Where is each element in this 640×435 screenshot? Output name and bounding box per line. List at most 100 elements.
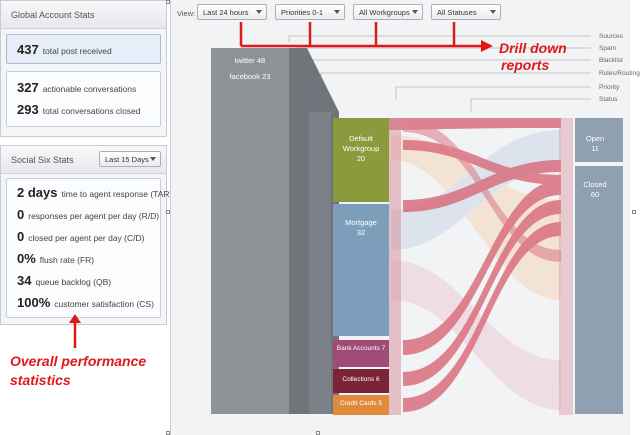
workgroup-node-default: [333, 118, 389, 202]
social-stat-label: queue backlog (QB): [35, 277, 112, 287]
conversations-box: 327 actionable conversations 293 total c…: [6, 71, 161, 127]
status-flow: [403, 200, 561, 386]
workgroup-collections-label[interactable]: Collections 6: [342, 376, 380, 383]
workgroup-mortgage-count: 32: [356, 228, 366, 237]
social-stat-label: responses per agent per day (R/D): [28, 211, 160, 221]
up-arrow-annotation: [69, 314, 81, 348]
status-closed-count: 60: [590, 190, 600, 199]
overall-annotation-line1: Overall performance: [10, 353, 147, 369]
stage-line-status: [470, 98, 591, 112]
workgroup-filter-value: All Workgroups: [359, 8, 410, 17]
social-stat-value: 0: [17, 207, 25, 222]
social-stat-row: 0 closed per agent per day (C/D): [17, 229, 144, 244]
chevron-down-icon: [490, 10, 496, 14]
status-node-open: [575, 118, 623, 162]
stage-label-priority: Priority: [599, 84, 620, 91]
workgroup-default-name: Default Workgroup: [342, 134, 380, 153]
workgroup-node-collections: [333, 369, 389, 393]
workgroup-node-bank-accounts: [333, 340, 389, 367]
closed-value: 293: [17, 102, 39, 117]
stage-line-rules: [320, 72, 591, 82]
overall-annotation-line2: statistics: [10, 372, 71, 388]
total-posts-label: total post received: [42, 46, 112, 56]
time-filter-dropdown[interactable]: Last 24 hours: [197, 4, 267, 20]
total-posts-box: 437 total post received: [6, 34, 161, 64]
source-twitter-label: twitter 48: [234, 56, 266, 65]
status-flow: [403, 222, 561, 412]
drill-down-line1: Drill down: [499, 40, 567, 56]
drill-down-annotation: Drill down reports: [499, 40, 567, 74]
drill-down-arrowhead: [481, 40, 493, 52]
social-period-dropdown[interactable]: Last 15 Days: [99, 151, 161, 167]
flow-diagram: [211, 22, 623, 415]
time-filter-value: Last 24 hours: [203, 8, 249, 17]
status-closed-name: Closed: [583, 180, 607, 189]
social-stat-label: flush rate (FR): [39, 255, 95, 265]
social-stat-value: 0%: [17, 251, 36, 266]
workgroup-filter-dropdown[interactable]: All Workgroups: [353, 4, 423, 20]
social-stat-row: 100% customer satisfaction (CS): [17, 295, 154, 310]
priority-filter-dropdown[interactable]: Priorities 0-1: [275, 4, 345, 20]
social-period-value: Last 15 Days: [105, 155, 149, 164]
social-six-stats-panel: Social Six Stats Last 15 Days 2 days tim…: [0, 145, 172, 325]
actionable-label: actionable conversations: [42, 84, 137, 94]
stage-line-sources: [288, 35, 591, 42]
social-stat-label: customer satisfaction (CS): [54, 299, 154, 309]
workgroup-node-credit-cards: [333, 395, 389, 415]
resize-handle[interactable]: [166, 0, 170, 4]
resize-handle[interactable]: [316, 431, 320, 435]
stage-label-rules: Rules/Routing: [599, 70, 640, 77]
workgroup-default-label[interactable]: Default Workgroup 20: [333, 134, 389, 164]
social-stat-value: 100%: [17, 295, 51, 310]
status-flow: [403, 180, 561, 355]
resize-handle[interactable]: [166, 431, 170, 435]
stage-label-blacklist: Blacklist: [599, 57, 623, 64]
status-filter-dropdown[interactable]: All Statuses: [431, 4, 501, 20]
workgroup-node-mortgage: [333, 204, 389, 336]
priority-column: [389, 118, 401, 415]
status-filter-value: All Statuses: [437, 8, 477, 17]
global-account-stats-title: Global Account Stats: [1, 1, 166, 29]
status-flow: [403, 120, 561, 262]
social-stats-box: 2 days time to agent response (TAR) 0 re…: [6, 178, 172, 318]
chevron-down-icon: [334, 10, 340, 14]
social-stat-label: time to agent response (TAR): [61, 189, 173, 199]
social-stat-value: 34: [17, 273, 32, 288]
filter-column: [309, 112, 331, 414]
workgroup-default-count: 20: [356, 154, 366, 163]
resize-handle[interactable]: [166, 210, 170, 214]
workgroup-mortgage-label[interactable]: Mortgage 32: [333, 218, 389, 238]
status-flow: [403, 118, 561, 130]
total-posts-value: 437: [17, 42, 39, 57]
closed-label: total conversations closed: [42, 106, 141, 116]
social-stat-row: 34 queue backlog (QB): [17, 273, 111, 288]
overall-performance-annotation: Overall performance statistics: [10, 352, 146, 390]
flow-report-area: View: Last 24 hours Priorities 0-1 All W…: [170, 0, 640, 435]
social-stat-row: 0 responses per agent per day (R/D): [17, 207, 159, 222]
workgroup-mortgage-name: Mortgage: [345, 218, 377, 227]
workgroup-credit-cards-label[interactable]: Credit Cards 5: [340, 400, 382, 407]
status-closed-label[interactable]: Closed 60: [575, 180, 615, 200]
chevron-down-icon: [256, 10, 262, 14]
chevron-down-icon: [412, 10, 418, 14]
priority-filter-value: Priorities 0-1: [281, 8, 324, 17]
stage-label-status: Status: [599, 96, 618, 103]
status-open-label[interactable]: Open 11: [575, 134, 615, 154]
actionable-stat: 327 actionable conversations: [17, 80, 136, 95]
status-node-closed: [575, 166, 623, 414]
total-posts-stat: 437 total post received: [17, 42, 112, 57]
stage-label-spam: Spam: [599, 45, 616, 52]
social-stat-row: 0% flush rate (FR): [17, 251, 94, 266]
global-account-stats-panel: Global Account Stats 437 total post rece…: [0, 0, 167, 137]
source-facebook-label: facebook 23: [229, 72, 271, 81]
chevron-down-icon: [150, 157, 156, 161]
social-stat-label: closed per agent per day (C/D): [28, 233, 145, 243]
resize-handle[interactable]: [632, 210, 636, 214]
social-stat-row: 2 days time to agent response (TAR): [17, 185, 172, 200]
stage-label-sources: Sources: [599, 33, 623, 40]
workgroup-bank-accounts-label[interactable]: Bank Accounts 7: [336, 345, 386, 352]
social-stat-value: 0: [17, 229, 25, 244]
status-open-name: Open: [585, 134, 605, 143]
status-gutter: [559, 118, 573, 415]
status-open-count: 11: [591, 144, 599, 153]
